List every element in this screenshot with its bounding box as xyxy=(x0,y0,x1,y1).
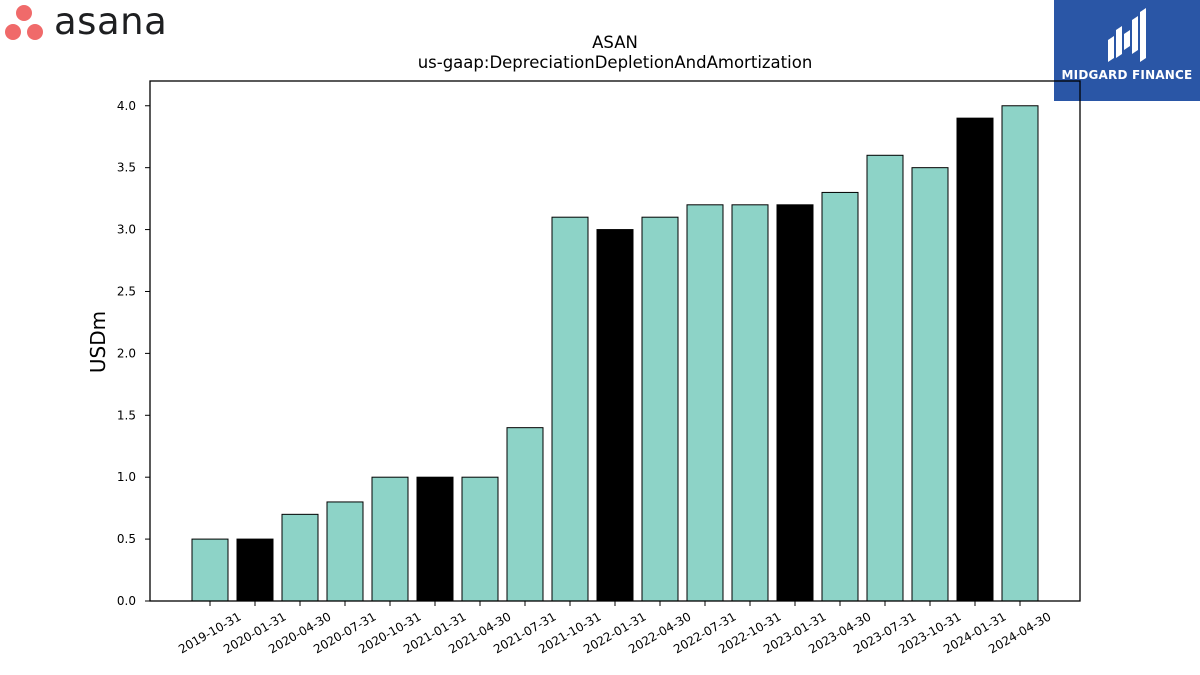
midgard-finance-wordmark: MIDGARD FINANCE xyxy=(1061,68,1193,82)
bar-2022-04-30 xyxy=(641,216,679,602)
bar-2020-04-30 xyxy=(281,513,319,602)
bar-2022-01-31 xyxy=(596,229,634,602)
y-axis-ticks: 0.0 0.5 1.0 1.5 2.0 2.5 3.0 3.5 4.0 xyxy=(117,99,150,608)
y-tick-label: 3.0 xyxy=(117,223,136,237)
bar-2021-04-30 xyxy=(461,476,499,602)
asana-logo: asana xyxy=(4,0,194,44)
bar-2020-07-31 xyxy=(326,501,364,602)
bar-2021-07-31 xyxy=(506,427,544,602)
y-tick-label: 4.0 xyxy=(117,99,136,113)
asana-dots-icon xyxy=(5,5,43,40)
y-tick-label: 2.0 xyxy=(117,346,136,360)
y-tick-label: 1.0 xyxy=(117,470,136,484)
y-axis-label: USDm xyxy=(86,311,110,373)
chart-title: ASAN xyxy=(592,33,638,52)
bar-2023-04-30 xyxy=(821,191,859,602)
bar-2022-07-31 xyxy=(686,204,724,602)
y-tick-label: 0.5 xyxy=(117,532,136,546)
bar-2023-07-31 xyxy=(866,154,904,602)
bar-2020-01-31 xyxy=(236,538,274,602)
y-tick-label: 3.5 xyxy=(117,161,136,175)
midgard-emblem-icon xyxy=(1108,8,1146,62)
y-tick-label: 0.0 xyxy=(117,594,136,608)
bar-2020-10-31 xyxy=(371,476,409,602)
y-tick-label: 1.5 xyxy=(117,408,136,422)
plot-frame xyxy=(149,80,1081,602)
bar-2019-10-31 xyxy=(191,538,229,602)
x-axis-ticks: 2019-10-312020-01-312020-04-302020-07-31… xyxy=(176,601,1054,656)
bar-2024-01-31 xyxy=(956,117,994,602)
bar-2021-01-31 xyxy=(416,476,454,602)
bar-2021-10-31 xyxy=(551,216,589,602)
bar-2022-10-31 xyxy=(731,204,769,602)
bar-series xyxy=(191,105,1039,602)
bar-2023-01-31 xyxy=(776,204,814,602)
bar-2023-10-31 xyxy=(911,167,949,602)
y-tick-label: 2.5 xyxy=(117,284,136,298)
midgard-finance-logo: MIDGARD FINANCE xyxy=(1054,0,1200,101)
asana-wordmark: asana xyxy=(54,0,168,43)
bar-2024-04-30 xyxy=(1001,105,1039,602)
chart-subtitle: us-gaap:DepreciationDepletionAndAmortiza… xyxy=(418,53,813,72)
